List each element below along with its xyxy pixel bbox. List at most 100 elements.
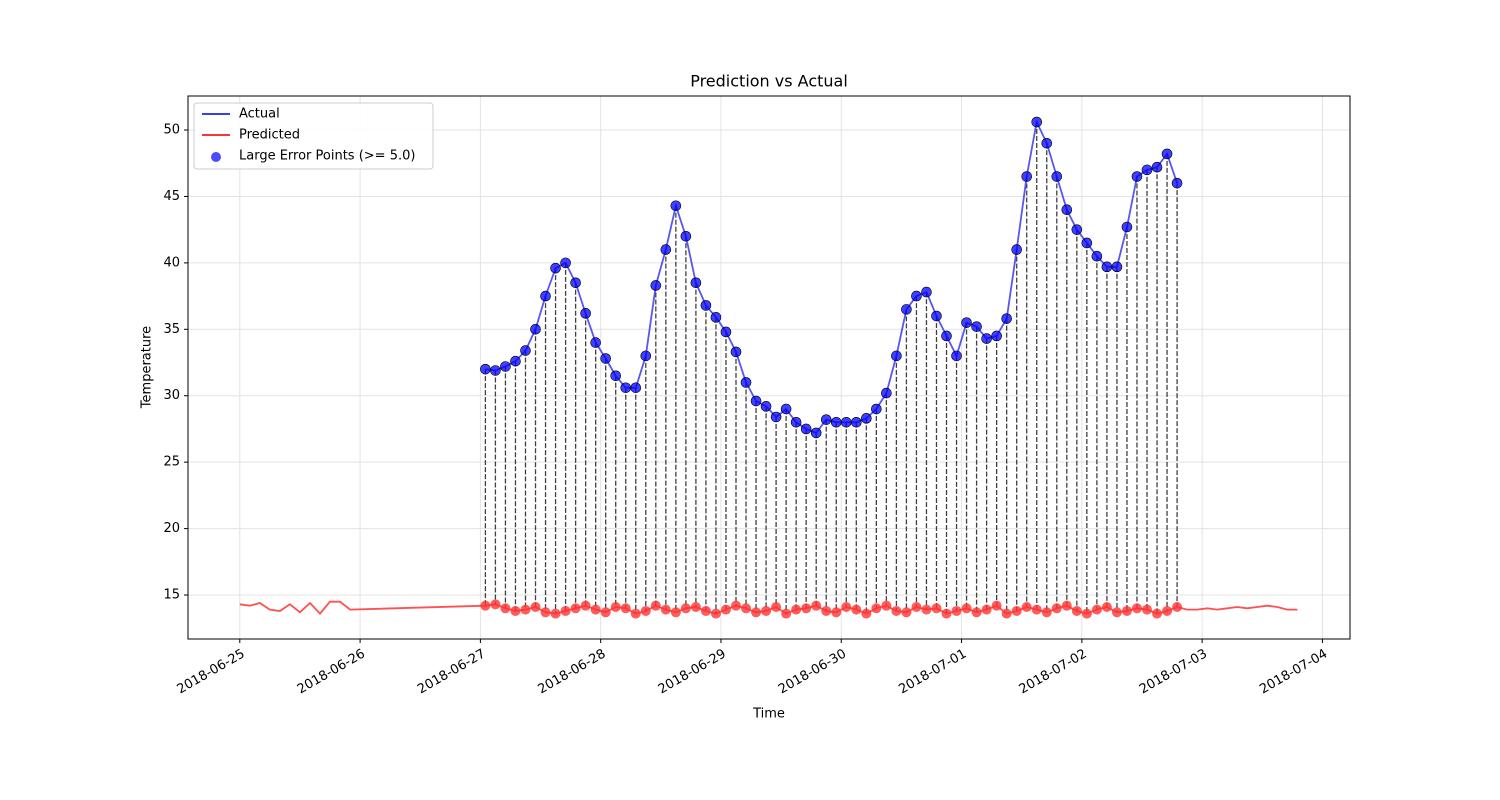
predicted-error-point [851, 604, 862, 615]
large-error-point [830, 417, 842, 428]
predicted-error-point [530, 601, 541, 612]
large-error-point [861, 413, 872, 424]
predicted-error-point [821, 605, 832, 616]
predicted-error-point [911, 601, 922, 612]
predicted-error-point [1041, 607, 1052, 618]
predicted-error-point [690, 601, 701, 612]
large-error-point [690, 277, 702, 289]
large-error-point [1031, 116, 1043, 128]
large-error-point [1151, 161, 1163, 173]
predicted-error-point [1031, 604, 1042, 615]
large-error-point [720, 326, 732, 338]
large-error-point [1071, 224, 1083, 235]
predicted-error-point [901, 607, 912, 618]
legend-label: Predicted [239, 128, 300, 143]
y-tick-label: 35 [163, 322, 180, 337]
large-error-point [500, 361, 511, 372]
large-error-point [1171, 177, 1183, 189]
large-error-point [560, 257, 571, 269]
large-error-point [901, 304, 912, 315]
large-error-point [810, 427, 822, 439]
large-error-point [1111, 261, 1123, 273]
predicted-error-point [1131, 603, 1142, 614]
predicted-error-point [1142, 604, 1153, 615]
predicted-error-point [831, 607, 842, 618]
large-error-point [510, 355, 521, 367]
large-error-point [750, 395, 762, 407]
predicted-error-point [921, 604, 932, 615]
large-error-point [1131, 171, 1143, 182]
large-error-point [1011, 244, 1022, 255]
plot-marks [239, 116, 1298, 619]
predicted-error-point [761, 605, 772, 616]
predicted-error-point [781, 608, 792, 619]
predicted-error-point [771, 601, 782, 612]
predicted-error-point [590, 604, 601, 615]
large-error-point [530, 324, 541, 335]
predicted-error-point [951, 605, 962, 616]
large-error-point [700, 300, 712, 311]
predicted-error-point [1051, 603, 1062, 614]
large-error-point [1051, 171, 1063, 182]
large-error-point [580, 308, 591, 319]
predicted-error-point [700, 605, 711, 616]
predicted-error-point [941, 608, 952, 619]
legend-box [193, 102, 434, 170]
predicted-error-point [1152, 608, 1163, 619]
predicted-error-point [640, 605, 651, 616]
large-error-point [550, 262, 561, 274]
large-error-point [961, 317, 972, 328]
predicted-error-point [801, 603, 812, 614]
predicted-error-point [510, 605, 521, 616]
predicted-error-point [1172, 601, 1183, 612]
large-error-point [760, 401, 772, 412]
y-tick-label: 15 [163, 588, 180, 603]
predicted-error-point [1071, 605, 1082, 616]
large-error-point [790, 417, 802, 428]
predicted-error-point [791, 604, 802, 615]
large-error-point [610, 370, 622, 382]
large-error-point [941, 330, 952, 342]
large-error-point [650, 280, 662, 291]
predicted-error-point [720, 604, 731, 615]
predicted-error-point [811, 600, 822, 611]
predicted-error-point [1081, 608, 1092, 619]
predicted-error-point [610, 601, 621, 612]
large-error-point [490, 365, 501, 376]
y-tick-label: 40 [163, 255, 180, 270]
large-error-point [1141, 164, 1153, 176]
large-error-point [590, 337, 601, 348]
large-error-point [911, 290, 922, 302]
large-error-point [881, 387, 892, 399]
large-error-point [520, 345, 531, 356]
predicted-error-point [741, 603, 752, 614]
large-error-point [770, 411, 782, 423]
predicted-error-point [841, 601, 852, 612]
predicted-error-point [550, 608, 561, 619]
large-error-point [600, 353, 611, 364]
large-error-point [850, 417, 862, 428]
predicted-error-point [580, 600, 591, 611]
large-error-point [670, 200, 682, 212]
predicted-error-point [480, 600, 491, 611]
large-error-point [971, 321, 982, 332]
y-tick-label: 20 [163, 521, 180, 536]
large-error-point [981, 333, 992, 344]
predicted-error-point [630, 608, 641, 619]
predicted-error-point [670, 607, 681, 618]
predicted-error-point [971, 607, 982, 618]
y-tick-label: 30 [163, 388, 180, 403]
predicted-error-point [520, 604, 531, 615]
legend: Actual Predicted Large Error Points (>= 5.… [193, 102, 434, 170]
predicted-error-point [931, 603, 942, 614]
predicted-error-point [981, 604, 992, 615]
x-axis-label: Time [752, 707, 785, 722]
predicted-error-point [620, 603, 631, 614]
large-error-point [630, 382, 642, 394]
predicted-error-point [490, 599, 501, 610]
chart-title: Prediction vs Actual [690, 72, 848, 91]
predicted-error-point [991, 600, 1002, 611]
predicted-error-point [560, 605, 571, 616]
large-error-point [1041, 137, 1053, 149]
